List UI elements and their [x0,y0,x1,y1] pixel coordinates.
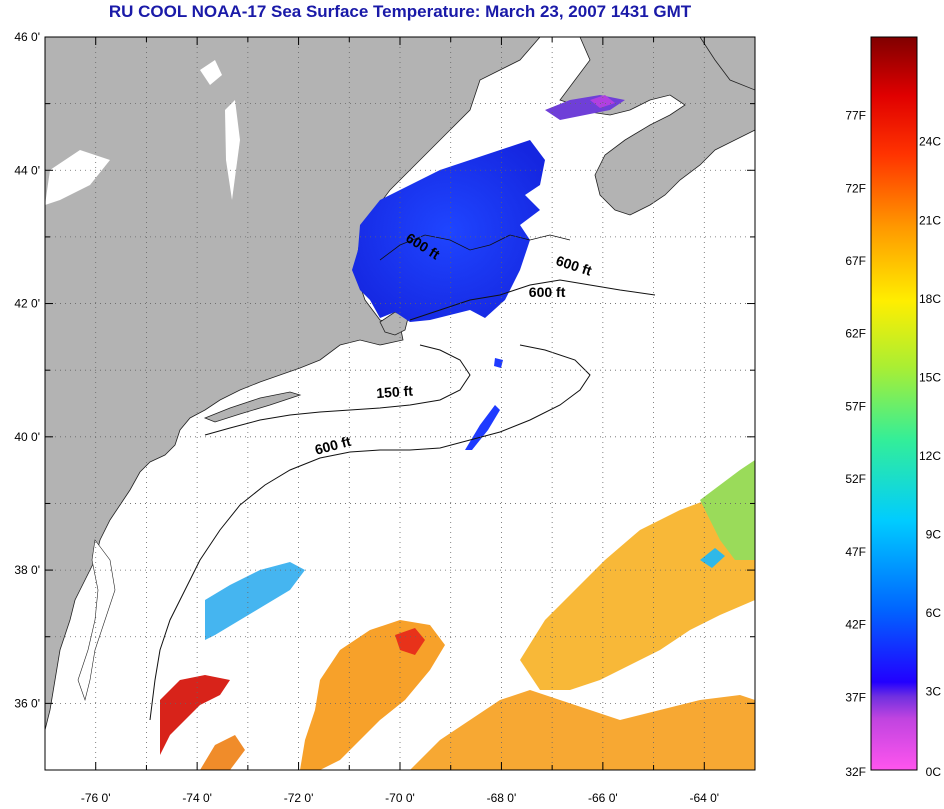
colorbar-f-label: 47F [845,545,866,559]
colorbar-f-label: 37F [845,690,866,704]
lake-3 [45,150,110,205]
sst-gulf-of-maine [352,140,545,322]
colorbar-f-label: 62F [845,327,866,341]
sst-orange-strip [200,735,245,770]
lon-tick-label: -72 0' [284,791,314,805]
colorbar: 77F 72F 67F 62F 57F 52F 47F 42F 37F 32F 24C 21C 18C… [845,36,941,779]
sst-green-edge [700,460,755,560]
lake-2 [225,100,240,200]
colorbar-c-label: 6C [926,606,942,620]
lat-tick-label: 38 0' [14,563,40,577]
colorbar-f-label: 67F [845,254,866,268]
lon-tick-label: -76 0' [81,791,111,805]
colorbar-c-label: 15C [919,370,941,384]
chesapeake-bay [77,539,116,702]
colorbar-fahrenheit-labels: 77F 72F 67F 62F 57F 52F 47F 42F 37F 32F [845,109,866,779]
sst-red-core-1 [395,628,425,655]
lon-tick-label: -66 0' [588,791,618,805]
colorbar-c-label: 21C [919,213,941,227]
sst-warm-patch-2 [410,690,755,770]
lon-tick-label: -68 0' [487,791,517,805]
lon-tick-label: -64 0' [689,791,719,805]
map-title: RU COOL NOAA-17 Sea Surface Temperature:… [108,2,692,21]
lon-tick-label: -70 0' [385,791,415,805]
colorbar-f-label: 77F [845,109,866,123]
colorbar-c-label: 0C [926,765,942,779]
sst-warm-patch-3 [520,480,755,690]
land-newfoundland [699,37,755,91]
sst-warm-patch-1 [300,620,445,770]
lat-tick-label: 46 0' [14,30,40,44]
isobath-label: 150 ft [376,383,414,402]
isobath-inner-gulf [379,234,571,261]
colorbar-f-label: 72F [845,181,866,195]
sst-red-patch [160,675,230,755]
colorbar-c-label: 18C [919,292,941,306]
lat-tick-label: 36 0' [14,696,40,710]
lat-tick-label: 40 0' [14,430,40,444]
grid-lines [45,37,755,770]
isobath-label: 600 ft [529,284,566,300]
lake-1 [200,60,222,85]
isobath-150ft [204,344,471,436]
colorbar-celsius-labels: 24C 21C 18C 15C 12C 9C 6C 3C 0C [919,135,941,779]
colorbar-c-label: 12C [919,449,941,463]
isobath-600ft-shelf [149,344,591,721]
land-long-island [203,391,302,423]
colorbar-f-label: 57F [845,399,866,413]
axis-labels: -76 0' -74 0' -72 0' -70 0' -68 0' -66 0' -64 … [14,30,719,805]
colorbar-c-label: 3C [926,684,942,698]
colorbar-f-label: 42F [845,618,866,632]
colorbar-f-label: 52F [845,472,866,486]
lat-tick-label: 44 0' [14,163,40,177]
sst-teal-spot [700,548,725,568]
sst-purple-patch [590,95,615,108]
colorbar-c-label: 9C [926,527,942,541]
colorbar-f-label: 32F [845,765,866,779]
lat-tick-label: 42 0' [14,297,40,311]
sst-cyan-patch [205,562,305,640]
land-us-mainland [45,37,541,731]
lon-tick-label: -74 0' [182,791,212,805]
colorbar-c-label: 24C [919,135,941,149]
colorbar-gradient [870,36,918,771]
isobath-600ft-north [409,279,656,321]
axis-ticks [44,36,756,771]
sst-blue-dot [494,358,503,368]
